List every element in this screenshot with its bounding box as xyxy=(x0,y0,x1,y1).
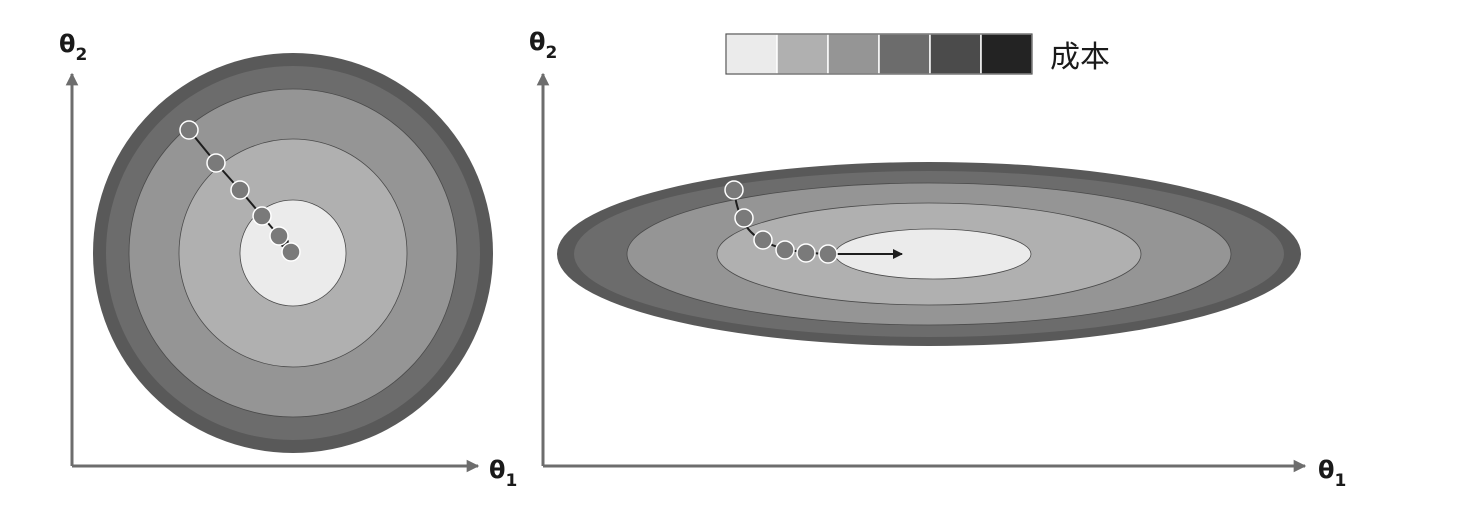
left-y-axis-label: θ2 xyxy=(59,30,87,65)
left-axes xyxy=(65,72,480,473)
left-descent-path xyxy=(179,120,301,262)
right-panel: θ2 θ1 xyxy=(529,28,1346,491)
right-step-point xyxy=(796,243,816,263)
legend-color-scale xyxy=(725,33,1033,75)
right-step-point xyxy=(775,240,795,260)
legend-label: 成本 xyxy=(1050,40,1110,75)
left-step-point xyxy=(252,206,272,226)
legend-swatch xyxy=(827,33,880,75)
right-step-point xyxy=(734,208,754,228)
legend-swatch xyxy=(776,33,829,75)
right-descent-path xyxy=(724,180,903,264)
legend-swatch xyxy=(725,33,778,75)
left-panel: θ2 θ1 xyxy=(59,30,517,491)
legend-swatch xyxy=(980,33,1033,75)
left-step-point xyxy=(206,153,226,173)
left-step-point xyxy=(230,180,250,200)
cost-legend: 成本 xyxy=(725,33,1110,75)
left-x-axis-label: θ1 xyxy=(489,456,517,491)
legend-border xyxy=(725,33,1033,75)
left-step-point xyxy=(269,226,289,246)
right-axes xyxy=(536,72,1307,473)
right-y-axis-label: θ2 xyxy=(529,28,557,63)
right-step-point xyxy=(724,180,744,200)
left-contours xyxy=(93,53,493,453)
right-step-point xyxy=(753,230,773,250)
left-step-point xyxy=(281,242,301,262)
right-contours xyxy=(557,162,1301,346)
left-step-point xyxy=(179,120,199,140)
legend-swatch xyxy=(929,33,982,75)
right-x-axis-label: θ1 xyxy=(1318,456,1346,491)
right-step-point xyxy=(818,244,838,264)
legend-swatch xyxy=(878,33,931,75)
